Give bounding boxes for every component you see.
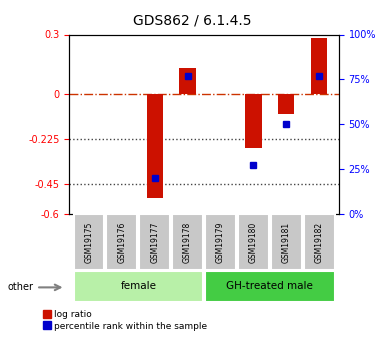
FancyBboxPatch shape (74, 215, 104, 270)
Text: GDS862 / 6.1.4.5: GDS862 / 6.1.4.5 (133, 14, 252, 28)
Text: GSM19179: GSM19179 (216, 222, 225, 263)
Bar (311, 39, 327, 94)
Bar (278, 94, 295, 114)
FancyBboxPatch shape (106, 215, 137, 270)
Text: GSM19180: GSM19180 (249, 222, 258, 263)
Text: GSM19177: GSM19177 (150, 222, 159, 263)
FancyBboxPatch shape (271, 215, 302, 270)
FancyBboxPatch shape (172, 215, 203, 270)
Text: GSM19178: GSM19178 (183, 222, 192, 263)
Text: GSM19181: GSM19181 (282, 222, 291, 263)
FancyBboxPatch shape (304, 215, 335, 270)
Bar (147, 94, 163, 198)
Legend: log ratio, percentile rank within the sample: log ratio, percentile rank within the sa… (43, 310, 207, 331)
Text: GSM19175: GSM19175 (85, 222, 94, 263)
Bar (245, 94, 261, 148)
Text: GSM19176: GSM19176 (117, 222, 126, 263)
FancyBboxPatch shape (139, 215, 170, 270)
Text: other: other (8, 282, 34, 292)
FancyBboxPatch shape (238, 215, 269, 270)
FancyBboxPatch shape (205, 271, 335, 302)
FancyBboxPatch shape (74, 271, 203, 302)
Bar (179, 68, 196, 94)
Text: GSM19182: GSM19182 (315, 222, 323, 263)
FancyBboxPatch shape (205, 215, 236, 270)
Text: female: female (121, 282, 156, 291)
Text: GH-treated male: GH-treated male (226, 282, 313, 291)
